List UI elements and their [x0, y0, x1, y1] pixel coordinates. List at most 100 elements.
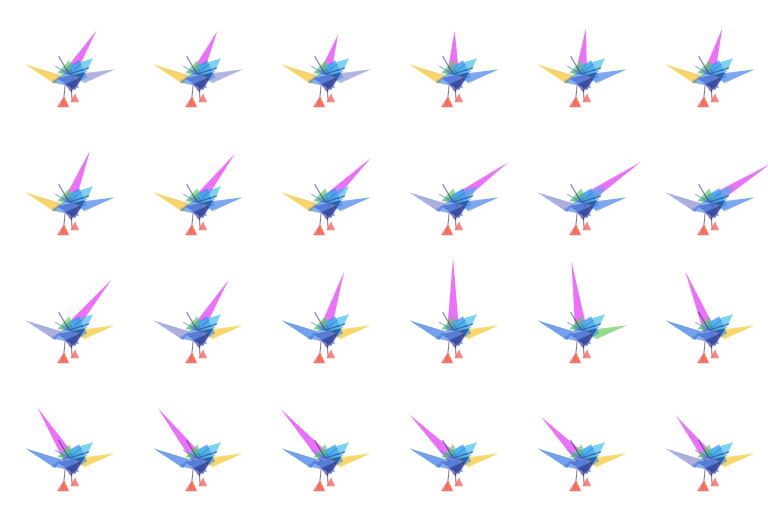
left-blade [537, 448, 574, 469]
body-spine [698, 311, 710, 331]
left-blade [153, 192, 190, 213]
foot-right [582, 349, 592, 359]
creature-frame [665, 415, 756, 492]
body-spine [54, 321, 70, 331]
body-shard [193, 460, 212, 477]
body-spine [438, 193, 454, 203]
creature-frame [25, 407, 116, 492]
body-spine [452, 451, 474, 459]
left-blade [281, 320, 318, 341]
body-spine [570, 439, 582, 459]
foot-right [710, 221, 720, 231]
right-blade [76, 325, 116, 340]
creature-frame [280, 409, 372, 492]
foot-right [326, 477, 336, 487]
creature-frame [409, 162, 509, 236]
creature-frame [537, 161, 641, 236]
body-spine [196, 63, 210, 75]
body-spine [196, 73, 213, 80]
body-spine [694, 65, 710, 75]
body-spine [452, 447, 466, 459]
body-spine [196, 329, 213, 336]
foot-left [313, 352, 326, 364]
left-blade [409, 448, 446, 469]
body-spine [708, 201, 725, 208]
body-spine [324, 191, 338, 203]
right-leg [198, 469, 201, 486]
foot-right [198, 221, 208, 231]
body-spine [314, 311, 326, 331]
left-blade [25, 320, 62, 341]
body-spine [708, 447, 722, 459]
body-shard [449, 76, 468, 93]
body-spine [196, 319, 210, 331]
body-spine [58, 311, 70, 331]
body-spine [68, 195, 90, 203]
creature-frame [25, 279, 116, 364]
body-spine [566, 449, 582, 459]
body-spine [324, 323, 346, 331]
body-spine [58, 183, 70, 203]
foot-left [569, 96, 582, 108]
body-spine [310, 321, 326, 331]
body-spine [694, 193, 710, 203]
body-spine [438, 65, 454, 75]
right-leg [70, 341, 73, 358]
body-spine [324, 451, 346, 459]
foot-left [697, 480, 710, 492]
right-blade [460, 197, 500, 212]
creature-frame [25, 30, 116, 108]
body-spine [68, 447, 82, 459]
right-leg [326, 213, 329, 230]
body-spine [324, 67, 346, 75]
foot-right [710, 93, 720, 103]
foot-right [70, 93, 80, 103]
foot-left [185, 352, 198, 364]
left-blade [665, 192, 702, 213]
body-spine [324, 195, 346, 203]
foot-right [70, 349, 80, 359]
body-shard [321, 76, 340, 93]
foot-left [57, 480, 70, 492]
body-spine [186, 55, 198, 75]
foot-left [57, 96, 70, 108]
body-spine [324, 319, 338, 331]
body-spine [452, 73, 469, 80]
foot-right [454, 477, 464, 487]
right-leg [326, 469, 329, 486]
body-spine [708, 457, 725, 464]
body-spine [68, 319, 82, 331]
body-spine [68, 67, 90, 75]
body-spine [314, 55, 326, 75]
magenta-spike [575, 28, 588, 75]
magenta-spike [571, 260, 588, 332]
foot-right [710, 349, 720, 359]
foot-left [313, 96, 326, 108]
foot-right [582, 221, 592, 231]
body-spine [570, 183, 582, 203]
foot-left [441, 480, 454, 492]
body-spine [58, 55, 70, 75]
body-spine [442, 55, 454, 75]
right-blade [204, 197, 244, 212]
left-blade [25, 192, 62, 213]
right-leg [582, 469, 585, 486]
body-spine [182, 321, 198, 331]
foot-left [569, 480, 582, 492]
left-blade [665, 64, 702, 85]
left-blade [409, 320, 446, 341]
body-shard [705, 204, 724, 221]
body-spine [708, 67, 730, 75]
right-leg [710, 213, 713, 230]
foot-right [582, 477, 592, 487]
body-spine [442, 439, 454, 459]
foot-right [454, 349, 464, 359]
body-spine [68, 73, 85, 80]
body-spine [698, 183, 710, 203]
body-spine [438, 321, 454, 331]
body-spine [58, 439, 70, 459]
body-spine [708, 73, 725, 80]
body-spine [324, 457, 341, 464]
body-spine [580, 191, 594, 203]
body-spine [580, 451, 602, 459]
